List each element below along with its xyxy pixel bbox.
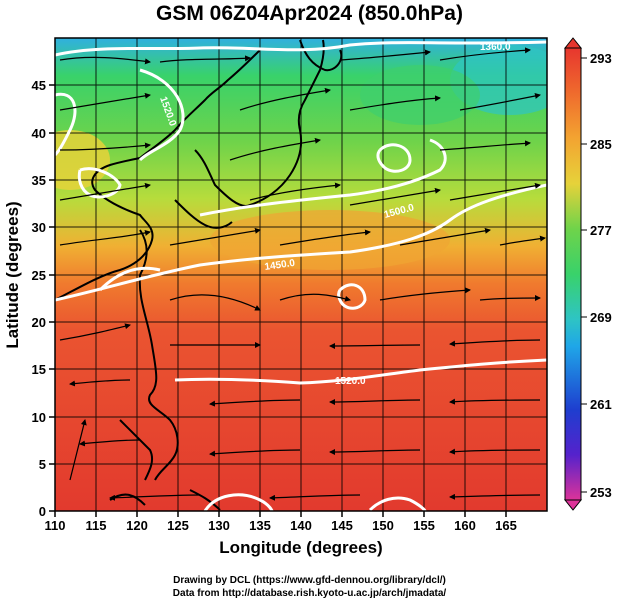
x-tick-labels: 110 115 120 125 130 135 140 145 150 155 … [45,518,517,533]
y-tick-labels: 0 5 10 15 20 25 30 35 40 45 [32,78,46,519]
x-tick-label: 155 [413,518,435,533]
x-tick-label: 160 [454,518,476,533]
y-tick-label: 40 [32,126,46,141]
y-tick-label: 20 [32,315,46,330]
y-tick-label: 35 [32,173,46,188]
y-tick-label: 0 [39,504,46,519]
y-tick-label: 25 [32,268,46,283]
y-tick-label: 10 [32,410,46,425]
y-tick-label: 15 [32,362,46,377]
colorbar-label: 293 [590,51,612,66]
x-tick-label: 130 [208,518,230,533]
y-axis-title: Latitude (degrees) [3,201,22,348]
colorbar-top-arrow [563,37,583,49]
chart-title: GSM 06Z04Apr2024 (850.0hPa) [156,2,463,25]
x-tick-label: 120 [126,518,148,533]
x-tick-label: 150 [372,518,394,533]
y-axis [49,84,55,512]
x-axis [54,511,507,517]
x-axis-title: Longitude (degrees) [219,538,382,557]
colorbar-label: 253 [590,485,612,500]
y-tick-label: 5 [39,457,46,472]
contour-label: 1450.0 [264,258,296,273]
colorbar-scale [564,47,582,501]
credit-text: Drawing by DCL (https://www.gfd-dennou.o… [0,574,619,600]
credit-line-data: Data from http://database.rish.kyoto-u.a… [172,588,447,599]
colorbar-label: 269 [590,310,612,325]
y-tick-label: 45 [32,78,46,93]
x-tick-label: 110 [45,518,66,533]
colorbar-bottom-arrow [563,499,583,511]
credit-line-drawing: Drawing by DCL (https://www.gfd-dennou.o… [173,575,446,586]
x-tick-label: 125 [167,518,189,533]
x-tick-label: 165 [495,518,517,533]
x-tick-label: 140 [290,518,312,533]
geopotential-contours [55,40,547,511]
x-tick-label: 145 [331,518,353,533]
colorbar: 293 285 277 269 261 253 [563,37,612,511]
x-tick-label: 135 [249,518,271,533]
coastlines [55,39,343,511]
contour-label: 1360.0 [480,42,511,53]
cool-anomaly-north [360,65,480,125]
colorbar-label: 277 [590,223,612,238]
contour-label: 1520.0 [335,376,366,387]
warm-anomaly-central [210,210,450,270]
wind-streamlines [59,47,546,501]
y-tick-label: 30 [32,220,46,235]
x-tick-label: 115 [86,518,107,533]
colorbar-label: 261 [590,397,612,412]
lat-lon-grid [55,38,547,511]
colorbar-label: 285 [590,137,612,152]
